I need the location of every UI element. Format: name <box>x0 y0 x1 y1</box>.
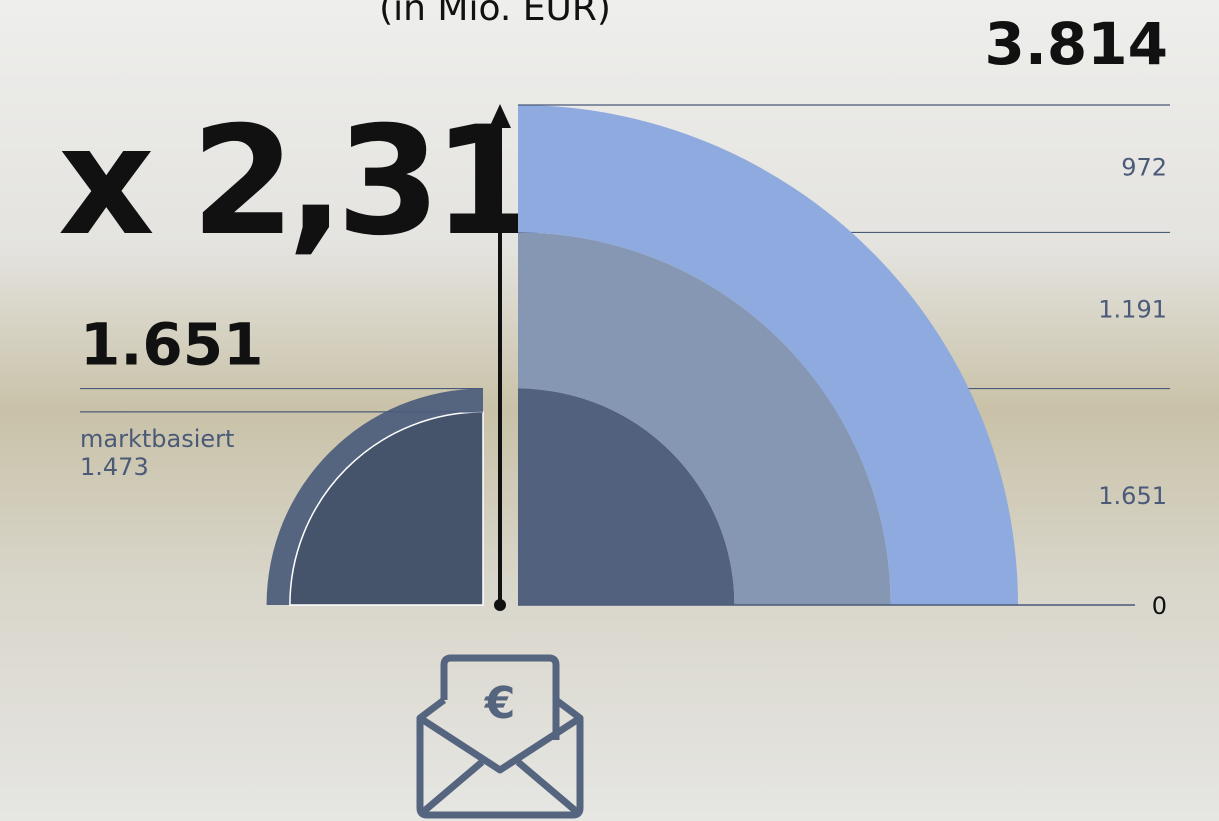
ring-segment <box>518 232 891 605</box>
ring-segment <box>518 105 1018 605</box>
ring-segment <box>518 388 735 605</box>
left-inner-label: 1.473 <box>80 453 149 481</box>
segment-label: 1.191 <box>1098 295 1167 323</box>
envelope-icon: € <box>416 654 584 819</box>
svg-text:€: € <box>484 678 516 729</box>
segment-label: 1.651 <box>1098 482 1167 510</box>
legend-name: marktbasiert <box>80 425 234 453</box>
left-inner-quarter <box>289 411 484 606</box>
left-value-label: 1.651 <box>80 311 263 379</box>
arrow-dot <box>494 599 506 611</box>
chart-subtitle: (in Mio. EUR) <box>379 0 611 29</box>
y-tick-label: 0 <box>1152 592 1167 620</box>
segment-label: 972 <box>1121 154 1167 182</box>
total-label: 3.814 <box>985 10 1168 78</box>
arrow-head <box>489 104 511 128</box>
growth-factor: x 2,31 <box>58 95 529 269</box>
